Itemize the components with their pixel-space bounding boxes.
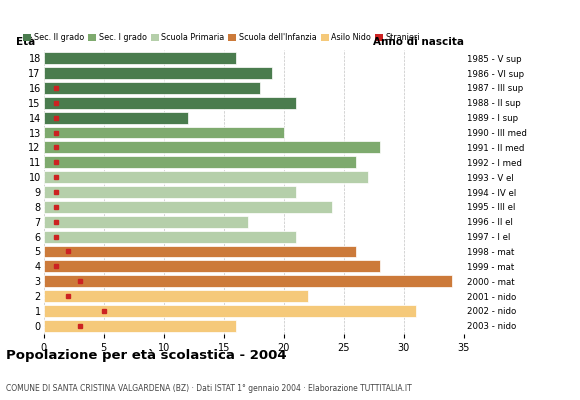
Bar xyxy=(44,82,260,94)
Bar xyxy=(44,52,235,64)
Legend: Sec. II grado, Sec. I grado, Scuola Primaria, Scuola dell'Infanzia, Asilo Nido, : Sec. II grado, Sec. I grado, Scuola Prim… xyxy=(20,30,423,45)
Bar xyxy=(44,142,380,153)
Bar xyxy=(44,216,248,228)
Bar xyxy=(44,112,188,124)
Bar xyxy=(44,231,296,242)
Bar xyxy=(44,67,272,79)
Text: Età: Età xyxy=(16,37,35,47)
Bar xyxy=(44,246,356,258)
Bar xyxy=(44,290,308,302)
Bar xyxy=(44,260,380,272)
Bar xyxy=(44,126,284,138)
Bar xyxy=(44,97,296,109)
Bar xyxy=(44,171,368,183)
Bar xyxy=(44,186,296,198)
Bar xyxy=(44,156,356,168)
Text: COMUNE DI SANTA CRISTINA VALGARDENA (BZ) · Dati ISTAT 1° gennaio 2004 · Elaboraz: COMUNE DI SANTA CRISTINA VALGARDENA (BZ)… xyxy=(6,384,412,393)
Bar xyxy=(44,305,416,317)
Text: Anno di nascita: Anno di nascita xyxy=(373,37,464,47)
Text: Popolazione per età scolastica - 2004: Popolazione per età scolastica - 2004 xyxy=(6,349,287,362)
Bar xyxy=(44,275,452,287)
Bar xyxy=(44,320,235,332)
Bar xyxy=(44,201,332,213)
